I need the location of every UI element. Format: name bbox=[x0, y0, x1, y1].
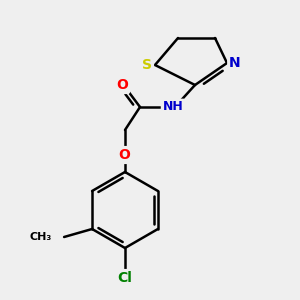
Text: NH: NH bbox=[163, 100, 183, 113]
Text: Cl: Cl bbox=[118, 271, 132, 285]
Text: O: O bbox=[116, 78, 128, 92]
Text: S: S bbox=[142, 58, 152, 72]
Text: N: N bbox=[229, 56, 241, 70]
Text: O: O bbox=[118, 148, 130, 162]
Text: CH₃: CH₃ bbox=[30, 232, 52, 242]
